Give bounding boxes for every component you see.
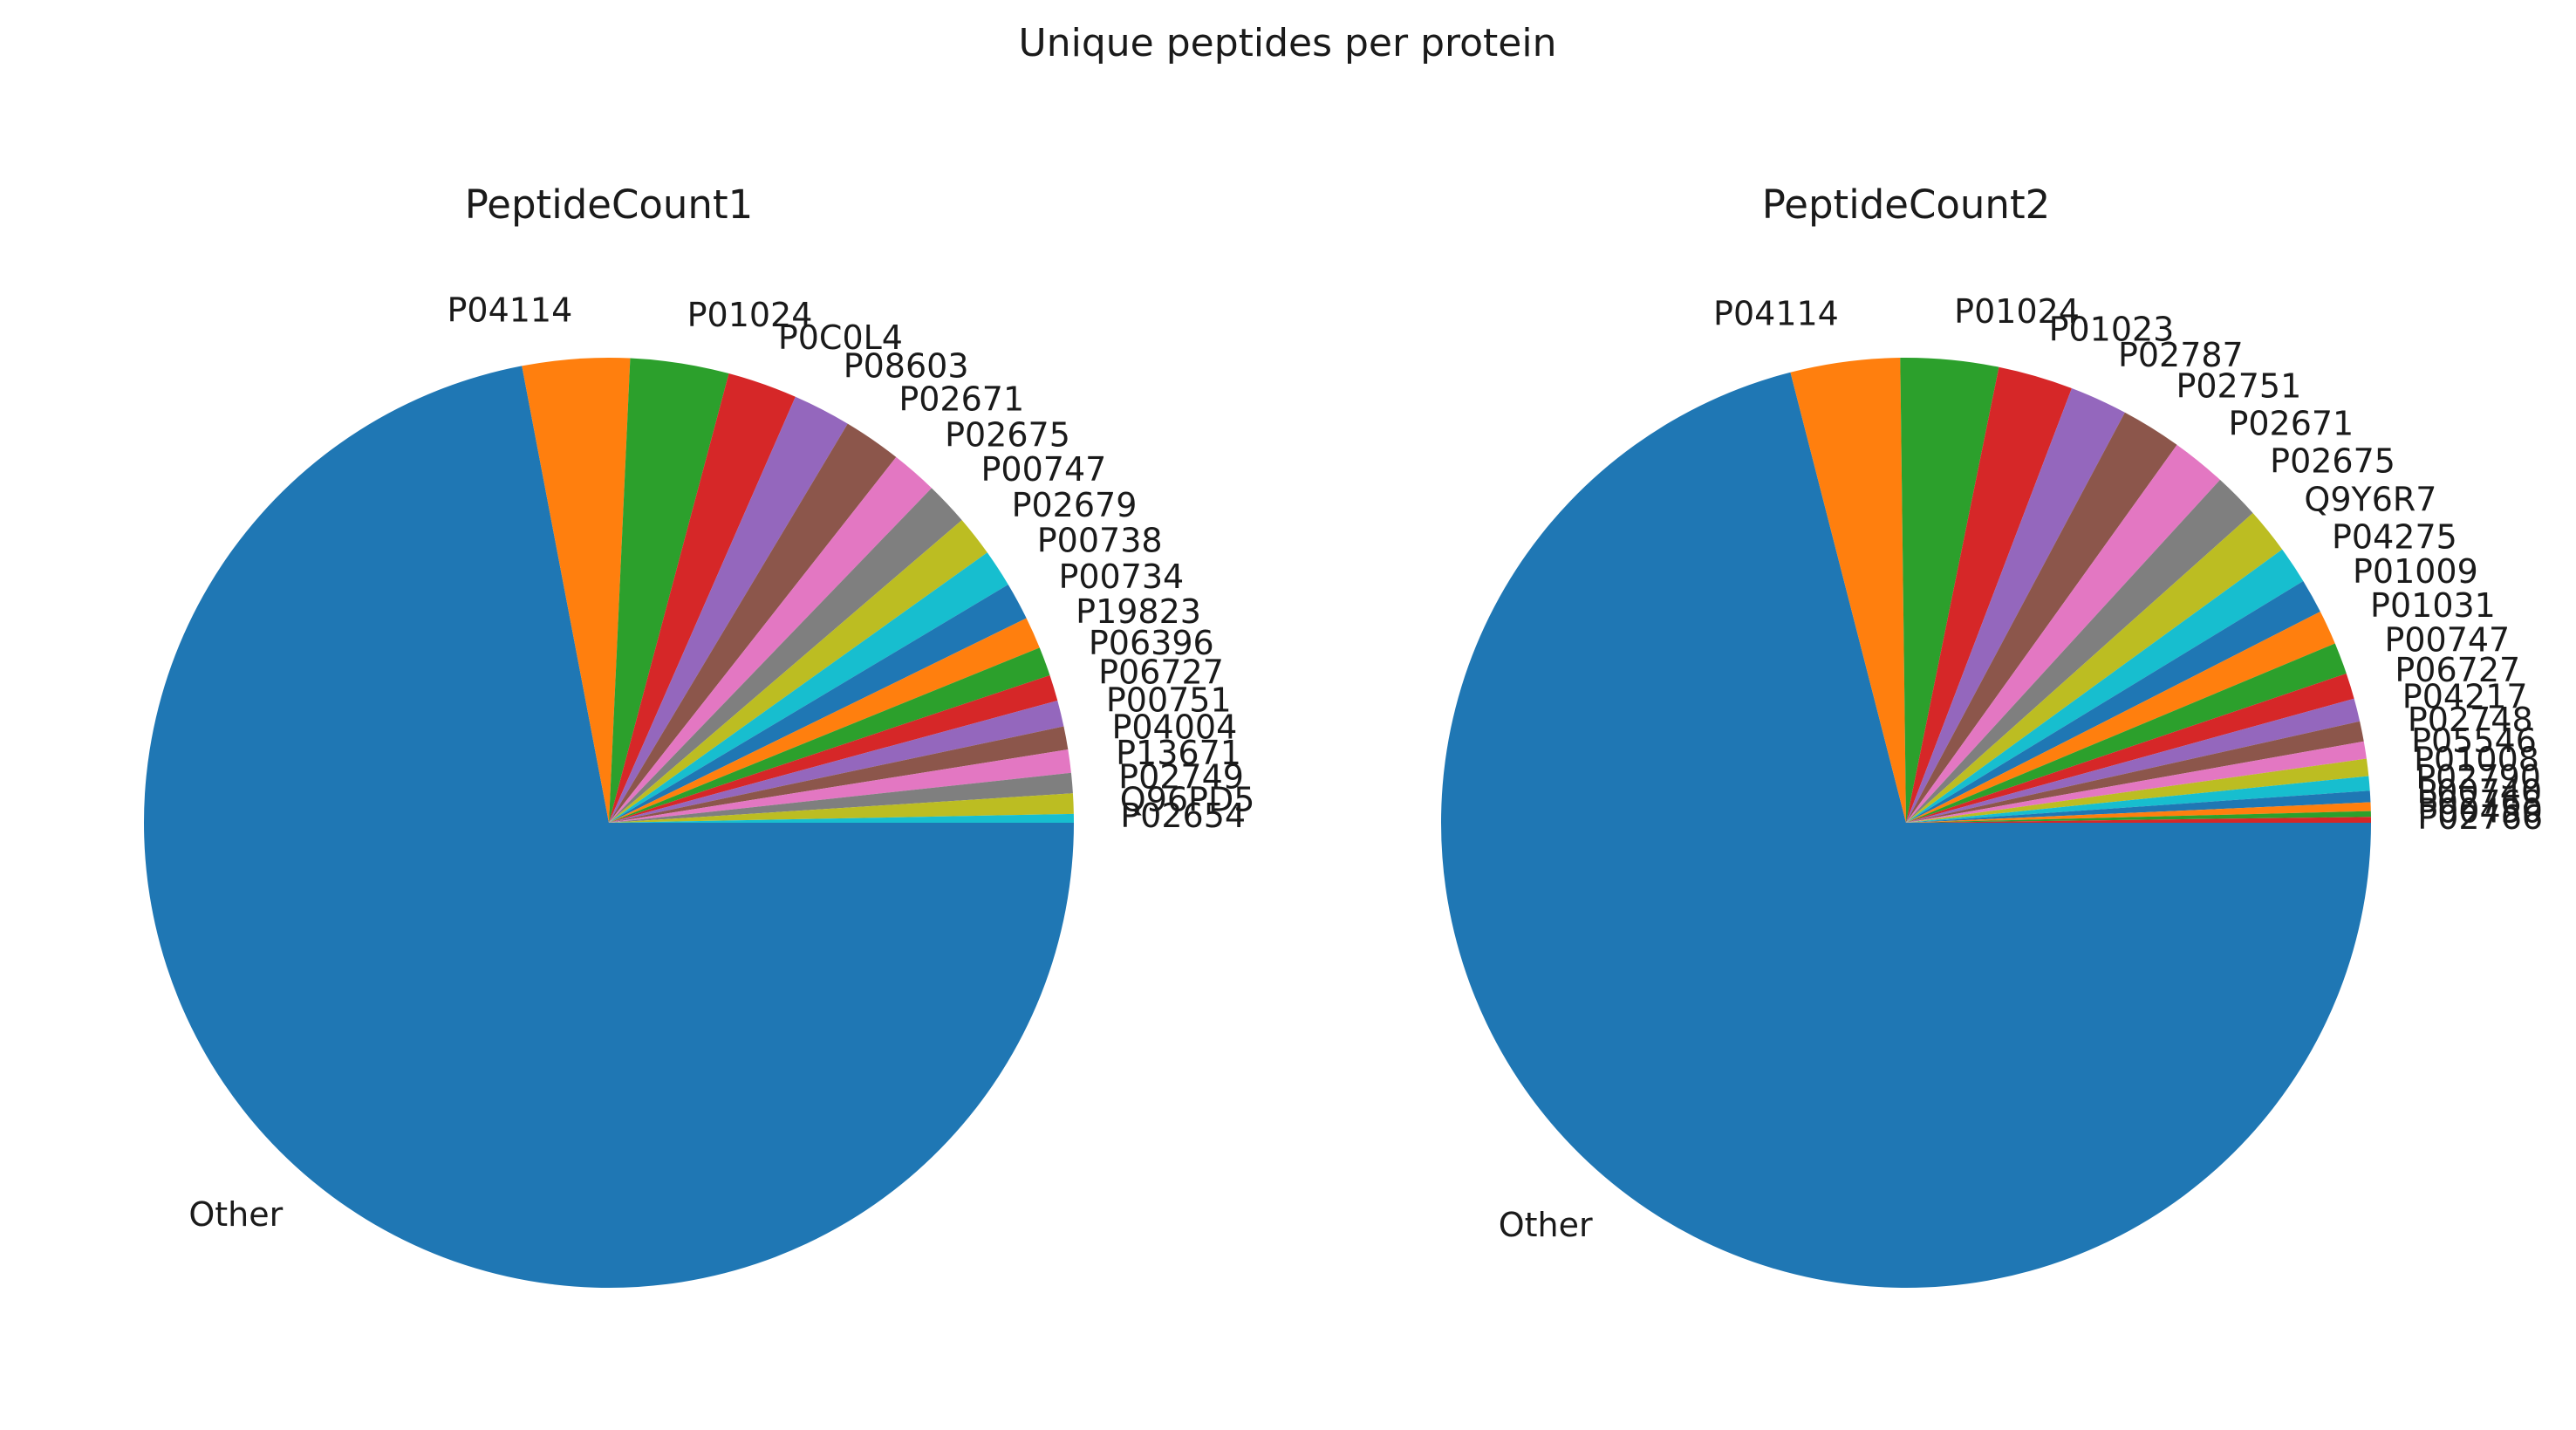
pie-slices-peptidecount2 [1441,357,2371,1289]
slice-label: P01009 [2353,552,2478,591]
pie-slice [1906,366,2072,823]
slice-label: Q96PD5 [1120,780,1255,818]
slice-label: P02766 [2417,798,2543,837]
slice-label: P06396 [1089,624,1214,662]
pie-slice [609,423,897,823]
pie-slice [1906,612,2335,823]
slice-label: P02768 [2417,783,2543,822]
pie-slice [609,726,1069,823]
slice-label: P02671 [899,380,1024,419]
pie-slice [1906,580,2320,823]
pie-slice [1441,372,2371,1289]
pie-slice [1906,741,2367,823]
pie-slice [1906,549,2304,823]
pie-slice [1906,513,2283,823]
pie-slice [1906,817,2371,823]
pie-slice [1906,673,2354,823]
slice-label: P04114 [1713,294,1839,332]
pie-slice [1900,357,1999,823]
pie-slice [1906,758,2369,823]
slice-label: P06727 [2395,651,2520,689]
pie-slice [1906,698,2361,823]
slice-label: Other [1499,1206,1593,1244]
slice-label: Other [188,1195,283,1234]
pie-slice [609,647,1050,823]
slice-label: P02751 [2176,367,2301,406]
pie-slice [1906,721,2364,823]
slice-label: P02787 [2118,336,2244,374]
slice-label: P0C0L4 [778,318,903,357]
slice-label: P01023 [2049,310,2175,348]
slice-label: P19823 [1076,592,1201,631]
pie-slice [609,358,729,823]
pie-slice [609,373,796,823]
pie-slice [1906,412,2177,823]
slice-label: P01008 [2414,741,2539,779]
pie-slice [1906,388,2125,823]
slice-label: P02654 [1120,797,1246,835]
pie-slice [1906,802,2371,823]
pie-title-peptidecount1: PeptideCount1 [465,181,753,228]
slice-label: P05546 [2411,722,2537,760]
slice-label: P02671 [2228,404,2354,442]
pie-slice [1790,358,1906,823]
pie-slice [609,749,1071,823]
slice-label: P00751 [1106,681,1232,720]
slice-label: P02749 [1118,757,1244,796]
slice-label: P01024 [687,296,813,334]
pie-slice [609,584,1027,823]
pie-slice [1906,643,2347,823]
slice-label: P04004 [1111,708,1237,747]
slice-label: P00450 [2417,791,2543,830]
pie-slice [1906,811,2371,823]
slice-label: P00747 [2384,620,2510,659]
pie-slice [143,366,1074,1289]
pie-slice [1906,444,2220,823]
pie-slice [609,772,1073,823]
slice-label: P08603 [844,346,969,385]
slice-label: P02748 [2408,701,2533,739]
slice-label: P02675 [945,415,1070,454]
slice-label: P02679 [1012,486,1138,524]
pie-slice [609,701,1064,823]
slice-label: P00740 [2416,772,2542,811]
slice-label: Q9Y6R7 [2304,480,2436,518]
slice-label: P00734 [1058,558,1184,596]
slice-label: P04217 [2402,677,2528,715]
slice-label: P04275 [2332,518,2457,557]
slice-label: P13671 [1116,734,1241,772]
slice-label: P02790 [2415,758,2541,797]
pie-slice [609,488,962,823]
slice-label: P04114 [447,291,572,330]
figure-suptitle: Unique peptides per protein [1019,21,1557,65]
pie-slice [609,618,1040,823]
pie-slice [609,793,1074,823]
pie-slices-peptidecount1 [143,358,1074,1289]
pie-slice [609,456,932,823]
slice-label: P00738 [1037,522,1163,560]
pie-slice [522,358,631,824]
slice-label: P01024 [1954,292,2080,331]
slice-label: P02675 [2270,442,2395,481]
pie-slice [1906,790,2371,823]
pie-slice [1906,479,2253,823]
pie-slice [609,674,1058,823]
slice-label: P06727 [1098,653,1224,691]
pie-chart-peptidecount1: PeptideCount1 Other P04114 P01024P0C0L4P08… [143,181,1254,1289]
pie-slice [1906,776,2370,823]
pie-slice [609,552,1008,823]
slice-label: P00747 [981,450,1107,489]
pie-slice [609,396,848,823]
pie-slice [609,520,987,823]
slice-label: P01031 [2370,586,2496,625]
pie-slice [609,813,1074,823]
pie-title-peptidecount2: PeptideCount2 [1762,181,2050,228]
